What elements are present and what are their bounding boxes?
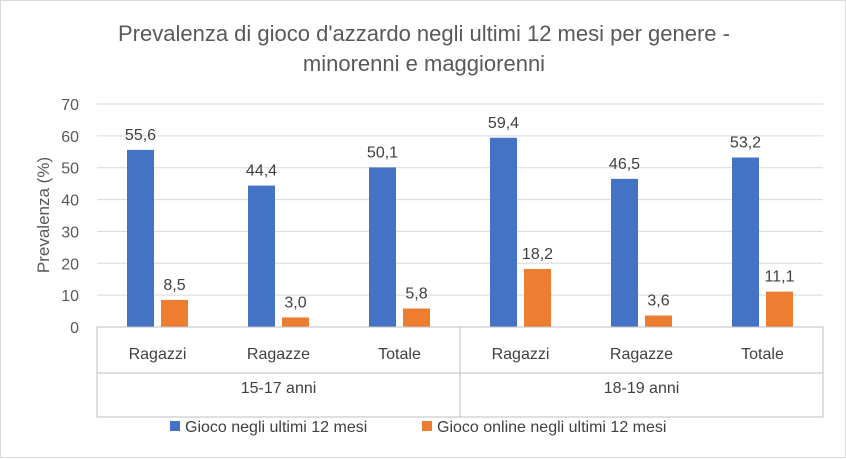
data-label: 59,4 xyxy=(488,115,519,132)
data-label: 50,1 xyxy=(367,144,398,161)
bar-series-1 xyxy=(490,137,517,327)
y-axis-ticks: 0 10 20 30 40 50 60 70 xyxy=(61,97,79,337)
data-label: 44,4 xyxy=(246,163,277,180)
x-axis: Ragazzi Ragazze Totale Ragazzi Ragazze Totale… xyxy=(96,326,824,418)
bar-series-2 xyxy=(282,317,309,327)
data-label: 55,6 xyxy=(125,127,156,144)
y-tick-label: 50 xyxy=(61,161,79,178)
data-label: 3,0 xyxy=(284,294,306,311)
category-label: Totale xyxy=(378,346,421,363)
bar-series-1 xyxy=(369,167,396,327)
y-tick-label: 40 xyxy=(61,193,79,210)
data-label: 46,5 xyxy=(609,156,640,173)
bar-series-1 xyxy=(127,149,154,327)
data-label: 8,5 xyxy=(163,277,185,294)
category-label: Totale xyxy=(741,346,784,363)
group-label: 15-17 anni xyxy=(241,380,317,397)
bar-series-2 xyxy=(403,308,430,327)
y-tick-label: 0 xyxy=(70,320,79,337)
y-axis-label: Prevalenza (%) xyxy=(34,157,53,273)
data-label: 3,6 xyxy=(647,293,669,310)
legend-label: Gioco online negli ultimi 12 mesi xyxy=(437,419,666,436)
y-tick-label: 30 xyxy=(61,224,79,241)
legend-swatch-1 xyxy=(170,421,180,431)
y-tick-label: 70 xyxy=(61,97,79,114)
bar-series-2 xyxy=(645,315,672,327)
data-label: 11,1 xyxy=(765,269,795,286)
bar-series-1 xyxy=(248,185,275,327)
data-labels: 55,6 44,4 50,1 59,4 46,5 53,2 8,5 3,0 5,8 18,2 3,6… xyxy=(125,115,795,312)
category-label: Ragazzi xyxy=(492,346,550,363)
bar-series-1 xyxy=(732,157,759,327)
gridlines xyxy=(97,103,823,296)
bar-series-2 xyxy=(161,299,188,327)
chart-title-line-1: Prevalenza di gioco d'azzardo negli ulti… xyxy=(118,21,730,46)
category-label: Ragazze xyxy=(247,346,310,363)
bar-series-2 xyxy=(766,291,793,327)
group-label: 18-19 anni xyxy=(604,380,680,397)
data-label: 5,8 xyxy=(405,286,427,303)
data-label: 18,2 xyxy=(522,246,553,263)
bar-series-2 xyxy=(524,269,551,327)
legend-label: Gioco negli ultimi 12 mesi xyxy=(185,419,367,436)
data-label: 53,2 xyxy=(730,135,761,152)
legend-swatch-2 xyxy=(422,421,432,431)
y-tick-label: 60 xyxy=(61,129,79,146)
category-label: Ragazzi xyxy=(129,346,187,363)
chart-title-line-2: minorenni e maggiorenni xyxy=(303,51,545,76)
bars xyxy=(127,137,793,327)
category-label: Ragazze xyxy=(610,346,673,363)
y-tick-label: 10 xyxy=(61,288,79,305)
legend: Gioco negli ultimi 12 mesi Gioco online n… xyxy=(170,419,666,436)
y-tick-label: 20 xyxy=(61,256,79,273)
bar-series-1 xyxy=(611,178,638,327)
